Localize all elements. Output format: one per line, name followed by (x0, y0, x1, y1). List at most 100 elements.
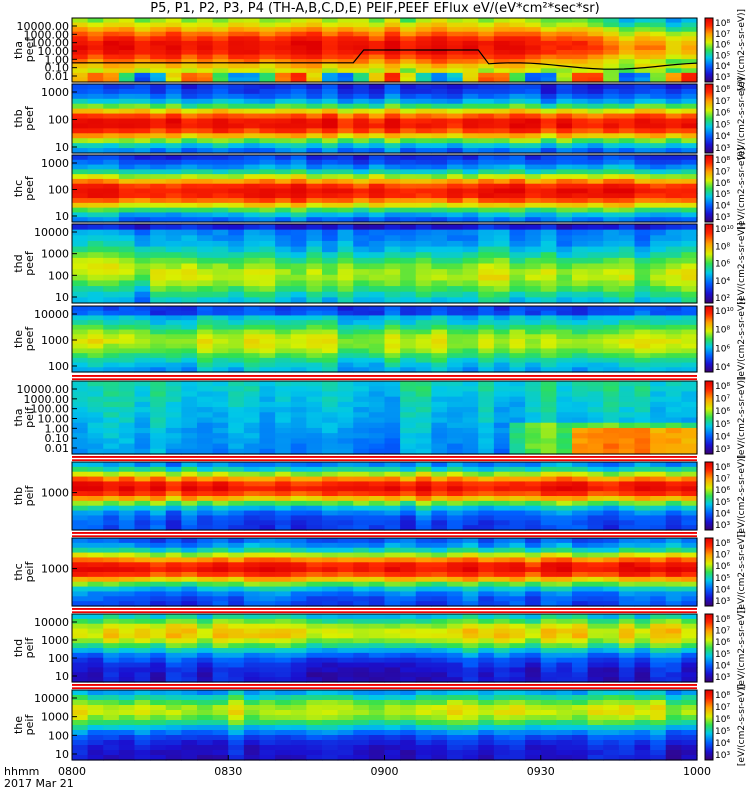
heat-cell (540, 22, 557, 28)
heat-cell (181, 202, 198, 209)
heat-cell (243, 586, 261, 593)
heat-cell (243, 246, 261, 253)
heat-cell (72, 252, 89, 259)
heat-cell (525, 348, 542, 354)
heat-cell (493, 188, 511, 194)
heat-cell (306, 315, 323, 321)
heat-cell (118, 417, 136, 424)
heat-cell (87, 396, 104, 403)
heat-cell (72, 496, 89, 502)
heat-cell (134, 357, 151, 364)
heat-cell (431, 45, 448, 51)
heat-cell (603, 98, 620, 105)
heat-cell (243, 240, 261, 248)
heat-cell (165, 510, 182, 517)
heat-cell (368, 198, 386, 204)
heat-cell (87, 235, 104, 242)
heat-cell (243, 315, 261, 321)
heat-cell (290, 662, 307, 669)
heat-cell (72, 515, 89, 521)
heat-cell (72, 491, 89, 497)
heat-cell (228, 246, 245, 253)
heat-cell (587, 188, 604, 194)
heat-cell (337, 381, 354, 387)
heat-cell (103, 240, 120, 248)
heat-cell (603, 567, 620, 573)
heat-cell (243, 515, 261, 521)
heat-cell (556, 72, 573, 79)
heat-cell (337, 576, 354, 583)
heat-cell (228, 103, 245, 110)
heat-cell (72, 93, 89, 100)
heat-cell (337, 547, 354, 554)
heat-cell (290, 193, 307, 199)
colorbar-tick-label: 10⁴ (715, 585, 730, 595)
heat-cell (665, 246, 682, 253)
heat-cell (431, 510, 448, 517)
heat-cell (447, 652, 464, 659)
heat-cell (353, 103, 370, 110)
heat-cell (603, 68, 620, 74)
heat-cell (384, 138, 401, 144)
colorbar-tick-label: 10⁸ (715, 242, 730, 252)
heat-cell (87, 581, 104, 588)
heat-cell (197, 486, 214, 492)
heat-cell (525, 525, 542, 531)
colorbar-tick-label: 10⁶ (715, 486, 730, 496)
heat-cell (259, 207, 276, 214)
heat-cell (353, 18, 370, 24)
heat-cell (462, 638, 479, 644)
heat-cell (212, 525, 229, 531)
heat-cell (384, 334, 401, 340)
heat-cell (353, 193, 370, 199)
heat-cell (243, 538, 261, 544)
heat-cell (150, 510, 167, 517)
heat-cell (509, 596, 526, 602)
heat-cell (572, 235, 589, 242)
heat-cell (447, 667, 464, 673)
heat-cell (493, 391, 511, 398)
heat-cell (72, 343, 89, 350)
heat-cell (150, 542, 167, 549)
heat-cell (665, 274, 682, 282)
heat-cell (478, 391, 495, 398)
heat-cell (150, 193, 167, 199)
heat-cell (572, 547, 589, 554)
heat-cell (197, 618, 214, 625)
heat-cell (150, 257, 167, 265)
heat-cell (462, 427, 479, 434)
heat-cell (118, 18, 136, 24)
heat-cell (72, 386, 89, 393)
heat-cell (87, 217, 104, 223)
heat-cell (259, 54, 276, 60)
heat-cell (228, 401, 245, 408)
heat-cell (634, 54, 651, 60)
heat-cell (259, 491, 276, 497)
heat-cell (134, 235, 151, 242)
heat-cell (665, 22, 682, 28)
heat-cell (337, 657, 354, 664)
heat-cell (400, 113, 417, 120)
heat-cell (415, 438, 432, 445)
heat-cell (212, 148, 229, 154)
heat-cell (618, 412, 636, 419)
heat-cell (72, 138, 89, 144)
heat-cell (337, 667, 354, 673)
heat-cell (197, 198, 214, 204)
heat-cell (72, 401, 89, 408)
heat-cell (243, 93, 261, 100)
colorbar-label: [eV/(cm2-s-sr-eV)] (737, 298, 747, 380)
heat-cell (431, 40, 448, 47)
heat-cell (306, 229, 323, 236)
heat-cell (165, 466, 182, 473)
heat-cell (259, 353, 276, 359)
heat-cell (275, 433, 292, 439)
heat-cell (634, 40, 651, 47)
heat-cell (634, 229, 651, 236)
heat-cell (181, 257, 198, 265)
heat-cell (306, 217, 323, 223)
heat-cell (431, 188, 448, 194)
heat-cell (462, 217, 479, 223)
heat-cell (650, 128, 667, 134)
